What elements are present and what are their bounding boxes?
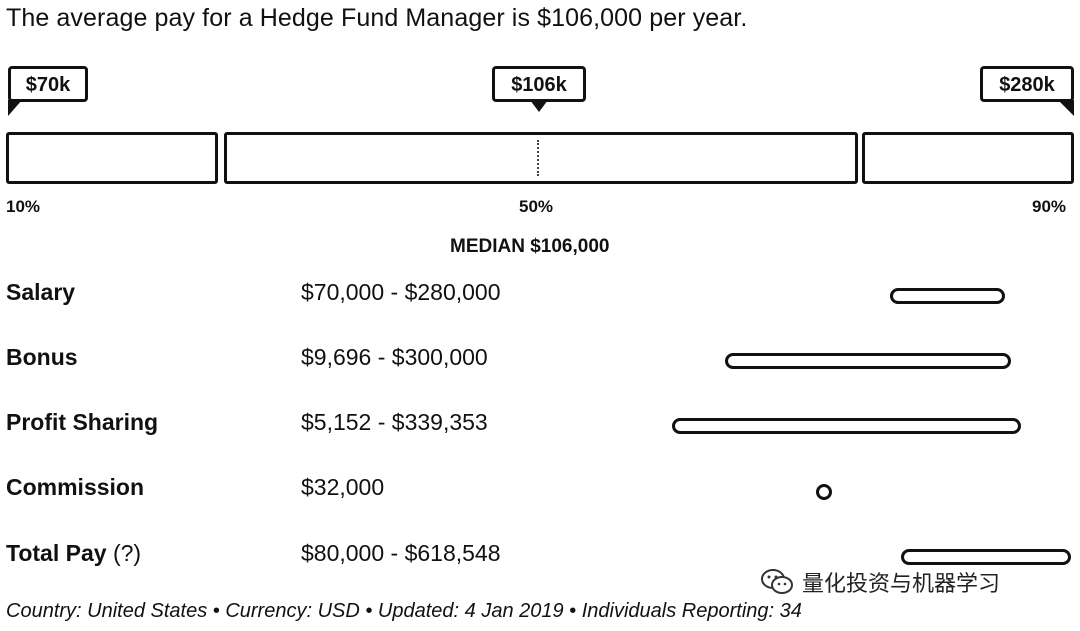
median-label: MEDIAN $106,000 xyxy=(450,236,610,257)
row-label-salary: Salary xyxy=(6,279,76,305)
page-title: The average pay for a Hedge Fund Manager… xyxy=(6,4,748,32)
total-pay-label: Total Pay xyxy=(6,540,107,566)
distribution-segment-mid xyxy=(224,132,858,184)
row-label-total-pay: Total Pay (?) xyxy=(6,540,141,567)
percentile-label-10: 10% xyxy=(6,197,41,216)
row-range-commission: $32,000 xyxy=(301,474,385,500)
tag-pointer-50 xyxy=(530,100,548,112)
percentile-label-90: 90% xyxy=(1032,197,1067,216)
wechat-icon xyxy=(761,569,793,594)
median-marker xyxy=(537,140,541,176)
distribution-segment-low xyxy=(6,132,218,184)
watermark: 量化投资与机器学习 xyxy=(760,566,1000,598)
row-label-bonus: Bonus xyxy=(6,344,78,370)
distribution-segment-high xyxy=(862,132,1074,184)
row-range-salary: $70,000 - $280,000 xyxy=(301,279,501,305)
row-bar-profit-sharing xyxy=(672,418,1022,434)
row-range-profit-sharing: $5,152 - $339,353 xyxy=(301,409,488,435)
footer-meta: Country: United States • Currency: USD •… xyxy=(6,600,802,622)
percentile-tag-10: $70k xyxy=(8,66,88,102)
percentile-label-50: 50% xyxy=(519,197,554,216)
tag-pointers xyxy=(8,100,1074,116)
row-bar-commission xyxy=(816,484,833,500)
row-bar-total-pay xyxy=(900,549,1072,565)
percentile-tag-90: $280k xyxy=(980,66,1074,102)
tag-pointer-90 xyxy=(1058,100,1074,116)
row-range-bonus: $9,696 - $300,000 xyxy=(301,344,488,370)
tag-pointer-10 xyxy=(8,100,22,116)
row-bar-bonus xyxy=(724,353,1011,369)
row-range-total-pay: $80,000 - $618,548 xyxy=(301,540,501,566)
watermark-text: 量化投资与机器学习 xyxy=(802,572,1001,597)
help-link[interactable]: (?) xyxy=(112,540,142,566)
row-bar-salary xyxy=(889,288,1006,304)
row-label-commission: Commission xyxy=(6,474,145,500)
row-label-profit-sharing: Profit Sharing xyxy=(6,409,159,435)
